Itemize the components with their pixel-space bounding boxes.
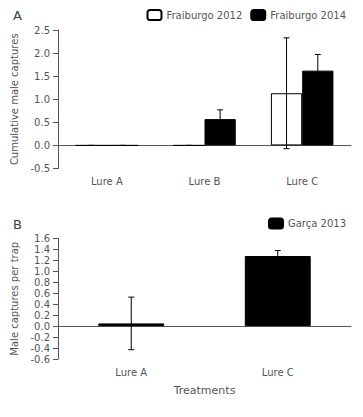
svg-text:Fraiburgo 2014: Fraiburgo 2014: [270, 10, 346, 21]
svg-text:Lure B: Lure B: [189, 176, 221, 187]
svg-text:0.0: 0.0: [34, 140, 50, 151]
svg-text:2.5: 2.5: [34, 25, 50, 36]
svg-text:Cumulative male captures: Cumulative male captures: [9, 33, 20, 165]
svg-text:-0.4: -0.4: [30, 343, 50, 354]
svg-text:-0.5: -0.5: [30, 163, 50, 174]
svg-text:Lure C: Lure C: [262, 367, 294, 378]
svg-text:1.0: 1.0: [34, 94, 50, 105]
svg-text:0.8: 0.8: [34, 277, 50, 288]
svg-text:B: B: [13, 217, 22, 232]
svg-text:-0.6: -0.6: [30, 354, 50, 365]
svg-text:Treatments: Treatments: [173, 384, 236, 397]
svg-text:-0.2: -0.2: [30, 332, 50, 343]
svg-text:0.6: 0.6: [34, 288, 50, 299]
svg-text:0.4: 0.4: [34, 299, 50, 310]
svg-text:Fraiburgo 2012: Fraiburgo 2012: [166, 10, 242, 21]
svg-text:1.6: 1.6: [34, 233, 50, 244]
svg-text:1.2: 1.2: [34, 255, 50, 266]
svg-text:0.5: 0.5: [34, 117, 50, 128]
svg-text:0.0: 0.0: [34, 321, 50, 332]
svg-text:Lure A: Lure A: [91, 176, 123, 187]
svg-text:Garça 2013: Garça 2013: [288, 218, 346, 229]
svg-text:2.0: 2.0: [34, 48, 50, 59]
svg-text:1.5: 1.5: [34, 71, 50, 82]
svg-text:A: A: [13, 8, 22, 23]
svg-text:Lure C: Lure C: [286, 176, 318, 187]
svg-text:Lure A: Lure A: [115, 367, 147, 378]
svg-text:0.2: 0.2: [34, 310, 50, 321]
svg-text:1.4: 1.4: [34, 244, 50, 255]
svg-text:1.0: 1.0: [34, 266, 50, 277]
svg-text:Male captures per trap: Male captures per trap: [9, 242, 20, 356]
